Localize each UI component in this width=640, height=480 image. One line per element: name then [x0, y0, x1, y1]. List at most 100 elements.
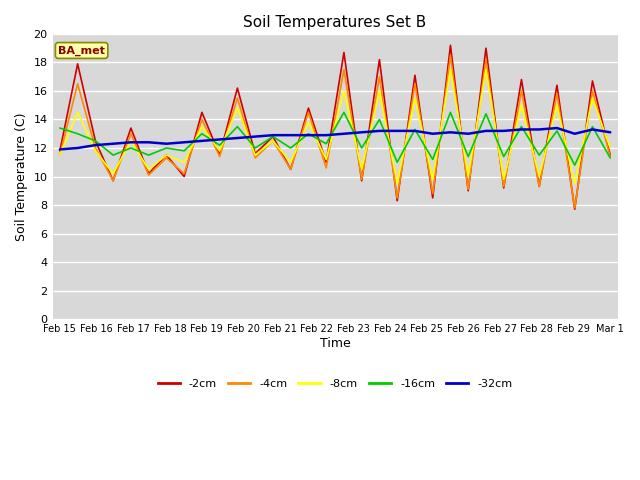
- -8cm: [109, 171, 117, 177]
- -4cm: [571, 205, 579, 211]
- Text: BA_met: BA_met: [58, 45, 105, 56]
- -32cm: [127, 139, 135, 145]
- -2cm: [216, 152, 223, 158]
- -8cm: [145, 167, 152, 172]
- -16cm: [394, 159, 401, 165]
- -16cm: [216, 142, 223, 148]
- -16cm: [234, 124, 241, 130]
- -32cm: [482, 128, 490, 134]
- -8cm: [553, 102, 561, 108]
- -32cm: [287, 132, 294, 138]
- -8cm: [269, 138, 276, 144]
- -8cm: [198, 124, 205, 130]
- -2cm: [429, 195, 436, 201]
- -32cm: [92, 142, 99, 148]
- Line: -4cm: -4cm: [60, 55, 610, 208]
- -16cm: [518, 124, 525, 130]
- -8cm: [500, 177, 508, 182]
- -2cm: [518, 77, 525, 83]
- -2cm: [234, 85, 241, 91]
- -16cm: [287, 145, 294, 151]
- -16cm: [358, 145, 365, 151]
- -2cm: [571, 206, 579, 212]
- -16cm: [553, 128, 561, 134]
- -16cm: [589, 124, 596, 130]
- -2cm: [198, 109, 205, 115]
- -16cm: [340, 109, 348, 115]
- -4cm: [234, 95, 241, 101]
- -2cm: [553, 83, 561, 88]
- -2cm: [269, 134, 276, 140]
- -32cm: [447, 130, 454, 135]
- -2cm: [465, 188, 472, 193]
- -32cm: [429, 131, 436, 137]
- -4cm: [323, 165, 330, 171]
- -16cm: [145, 152, 152, 158]
- -32cm: [269, 132, 276, 138]
- -8cm: [482, 67, 490, 72]
- -4cm: [376, 74, 383, 80]
- -8cm: [429, 177, 436, 182]
- -8cm: [252, 152, 259, 158]
- -16cm: [447, 109, 454, 115]
- -2cm: [252, 151, 259, 156]
- -16cm: [323, 141, 330, 146]
- -4cm: [518, 88, 525, 94]
- -4cm: [145, 172, 152, 178]
- -4cm: [606, 154, 614, 159]
- -4cm: [252, 155, 259, 161]
- -8cm: [323, 156, 330, 162]
- -4cm: [411, 81, 419, 87]
- -32cm: [536, 127, 543, 132]
- -2cm: [358, 178, 365, 184]
- -2cm: [163, 152, 170, 158]
- Legend: -2cm, -4cm, -8cm, -16cm, -32cm: -2cm, -4cm, -8cm, -16cm, -32cm: [154, 374, 516, 393]
- -8cm: [536, 174, 543, 180]
- -4cm: [465, 186, 472, 192]
- -4cm: [553, 91, 561, 96]
- -16cm: [500, 154, 508, 159]
- -2cm: [447, 42, 454, 48]
- -2cm: [74, 61, 81, 67]
- -32cm: [376, 128, 383, 134]
- -2cm: [394, 198, 401, 204]
- -16cm: [482, 111, 490, 117]
- -4cm: [127, 131, 135, 137]
- -8cm: [447, 67, 454, 72]
- -32cm: [589, 127, 596, 132]
- -2cm: [536, 184, 543, 190]
- -4cm: [358, 177, 365, 182]
- -8cm: [216, 148, 223, 154]
- Line: -32cm: -32cm: [60, 128, 610, 149]
- -2cm: [145, 171, 152, 177]
- -4cm: [56, 152, 64, 158]
- -16cm: [305, 131, 312, 137]
- -32cm: [465, 131, 472, 137]
- -32cm: [571, 131, 579, 137]
- -16cm: [465, 154, 472, 159]
- -8cm: [606, 145, 614, 151]
- -8cm: [56, 152, 64, 158]
- -8cm: [180, 159, 188, 165]
- -32cm: [606, 130, 614, 135]
- -16cm: [411, 127, 419, 132]
- -4cm: [180, 171, 188, 177]
- -32cm: [358, 130, 365, 135]
- -2cm: [127, 125, 135, 131]
- -32cm: [323, 132, 330, 138]
- -2cm: [589, 78, 596, 84]
- -32cm: [553, 125, 561, 131]
- -4cm: [269, 138, 276, 144]
- -4cm: [447, 52, 454, 58]
- -4cm: [163, 155, 170, 161]
- -2cm: [376, 57, 383, 62]
- -32cm: [145, 139, 152, 145]
- -16cm: [252, 145, 259, 151]
- -4cm: [198, 117, 205, 122]
- -8cm: [127, 138, 135, 144]
- -8cm: [234, 105, 241, 111]
- -4cm: [394, 195, 401, 201]
- -2cm: [606, 152, 614, 158]
- -32cm: [394, 128, 401, 134]
- -32cm: [411, 128, 419, 134]
